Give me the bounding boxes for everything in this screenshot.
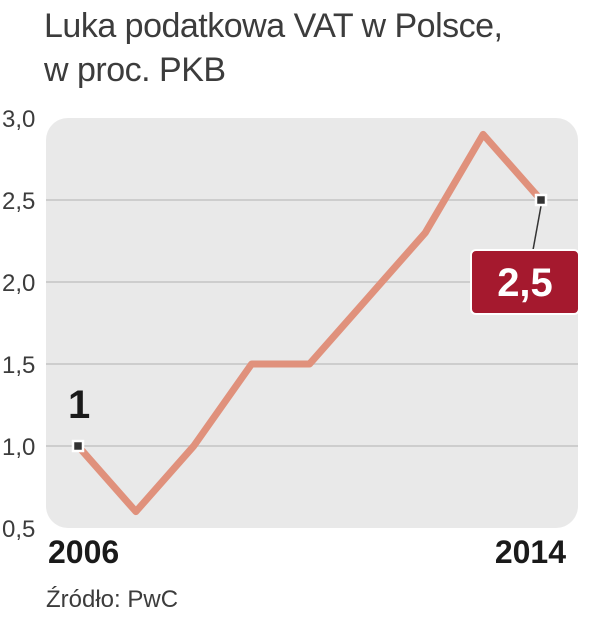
callout-leader-line — [532, 205, 542, 251]
y-tick-label: 1,5 — [2, 352, 35, 379]
endpoint-markers — [71, 193, 548, 453]
series-line — [74, 130, 545, 516]
start-value-label: 1 — [68, 383, 90, 427]
chart-title-line1: Luka podatkowa VAT w Polsce, — [44, 7, 503, 45]
end-value-label: 2,5 — [497, 261, 553, 305]
y-tick-label: 2,5 — [2, 188, 35, 215]
y-tick-label: 0,5 — [2, 516, 35, 543]
plot-background — [46, 118, 578, 528]
y-axis-tick-labels: 3,0 2,5 2,0 1,5 1,0 0,5 — [2, 106, 35, 543]
x-tick-label-first: 2006 — [48, 534, 119, 570]
x-tick-label-last: 2014 — [495, 534, 566, 570]
x-axis-tick-labels: 2006 2014 — [48, 534, 566, 570]
source-note: Źródło: PwC — [46, 586, 179, 613]
data-point-marker — [71, 439, 85, 453]
chart-title-line2: w proc. PKB — [44, 51, 226, 89]
chart-title: Luka podatkowa VAT w Polsce, w proc. PKB — [44, 4, 584, 92]
end-value-callout-box — [470, 249, 580, 315]
data-point-marker — [534, 193, 548, 207]
y-tick-label: 1,0 — [2, 434, 35, 461]
y-tick-label: 3,0 — [2, 106, 35, 133]
end-value-callout: 2,5 — [470, 249, 580, 315]
y-tick-label: 2,0 — [2, 270, 35, 297]
